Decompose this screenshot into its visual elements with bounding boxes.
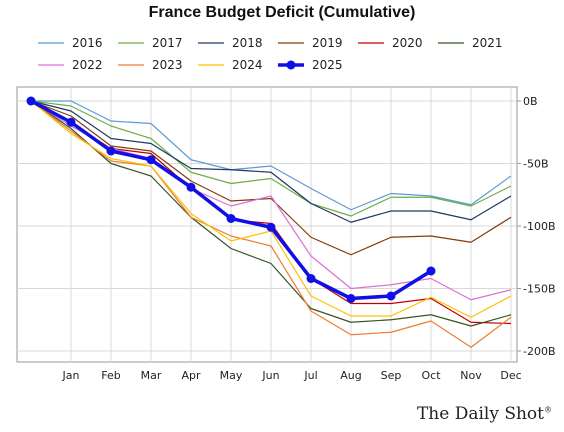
- legend-label-2025: 2025: [312, 58, 343, 72]
- x-tick-label: Aug: [340, 369, 361, 382]
- plot-frame: [16, 86, 518, 363]
- legend-label-2019: 2019: [312, 36, 343, 50]
- data-point-2025: [66, 117, 76, 127]
- y-tick-label: -150B: [523, 283, 556, 296]
- series-line-2019: [30, 100, 512, 256]
- data-point-2025: [186, 182, 196, 192]
- x-tick-label: Jan: [62, 369, 80, 382]
- data-point-2025: [26, 96, 36, 106]
- data-point-2025: [386, 291, 396, 301]
- chart-title: France Budget Deficit (Cumulative): [148, 4, 416, 21]
- x-tick-label: Jul: [303, 369, 317, 382]
- data-point-2025: [346, 294, 356, 303]
- x-tick-label: Feb: [101, 369, 120, 382]
- legend-label-2021: 2021: [472, 36, 503, 50]
- legend-label-2023: 2023: [152, 58, 183, 72]
- y-tick-label: 0B: [523, 95, 538, 108]
- data-point-2025: [426, 266, 436, 276]
- brand-name: The Daily Shot: [416, 404, 544, 424]
- legend-label-2020: 2020: [392, 36, 423, 50]
- x-tick-label: Mar: [141, 369, 162, 382]
- y-tick-label: -100B: [523, 220, 556, 233]
- data-point-2025: [226, 214, 236, 223]
- data-point-2025: [146, 155, 156, 165]
- x-tick-label: Dec: [500, 369, 521, 382]
- x-tick-label: Oct: [421, 369, 441, 382]
- x-tick-label: Sep: [381, 369, 402, 382]
- legend-label-2017: 2017: [152, 36, 183, 50]
- legend-label-2018: 2018: [232, 36, 263, 50]
- brand-logo: The Daily Shot®: [417, 404, 552, 424]
- series-line-2018: [30, 100, 512, 223]
- series-line-2021: [30, 100, 512, 327]
- x-tick-label: Nov: [460, 369, 482, 382]
- brand-mark: ®: [544, 405, 552, 415]
- data-point-2025: [266, 222, 276, 232]
- x-tick-label: May: [220, 369, 243, 382]
- x-tick-label: Jun: [261, 369, 279, 382]
- data-point-2025: [106, 146, 116, 156]
- legend-marker-2025: [286, 60, 296, 70]
- legend-label-2024: 2024: [232, 58, 263, 72]
- x-tick-label: Apr: [181, 369, 201, 382]
- y-tick-label: -200B: [523, 345, 556, 358]
- series-line-2023: [30, 100, 512, 348]
- data-point-2025: [306, 274, 316, 283]
- legend-label-2016: 2016: [72, 36, 103, 50]
- y-tick-label: -50B: [523, 158, 549, 171]
- legend-label-2022: 2022: [72, 58, 103, 72]
- series-line-2016: [31, 100, 512, 211]
- series-line-2017: [30, 100, 512, 217]
